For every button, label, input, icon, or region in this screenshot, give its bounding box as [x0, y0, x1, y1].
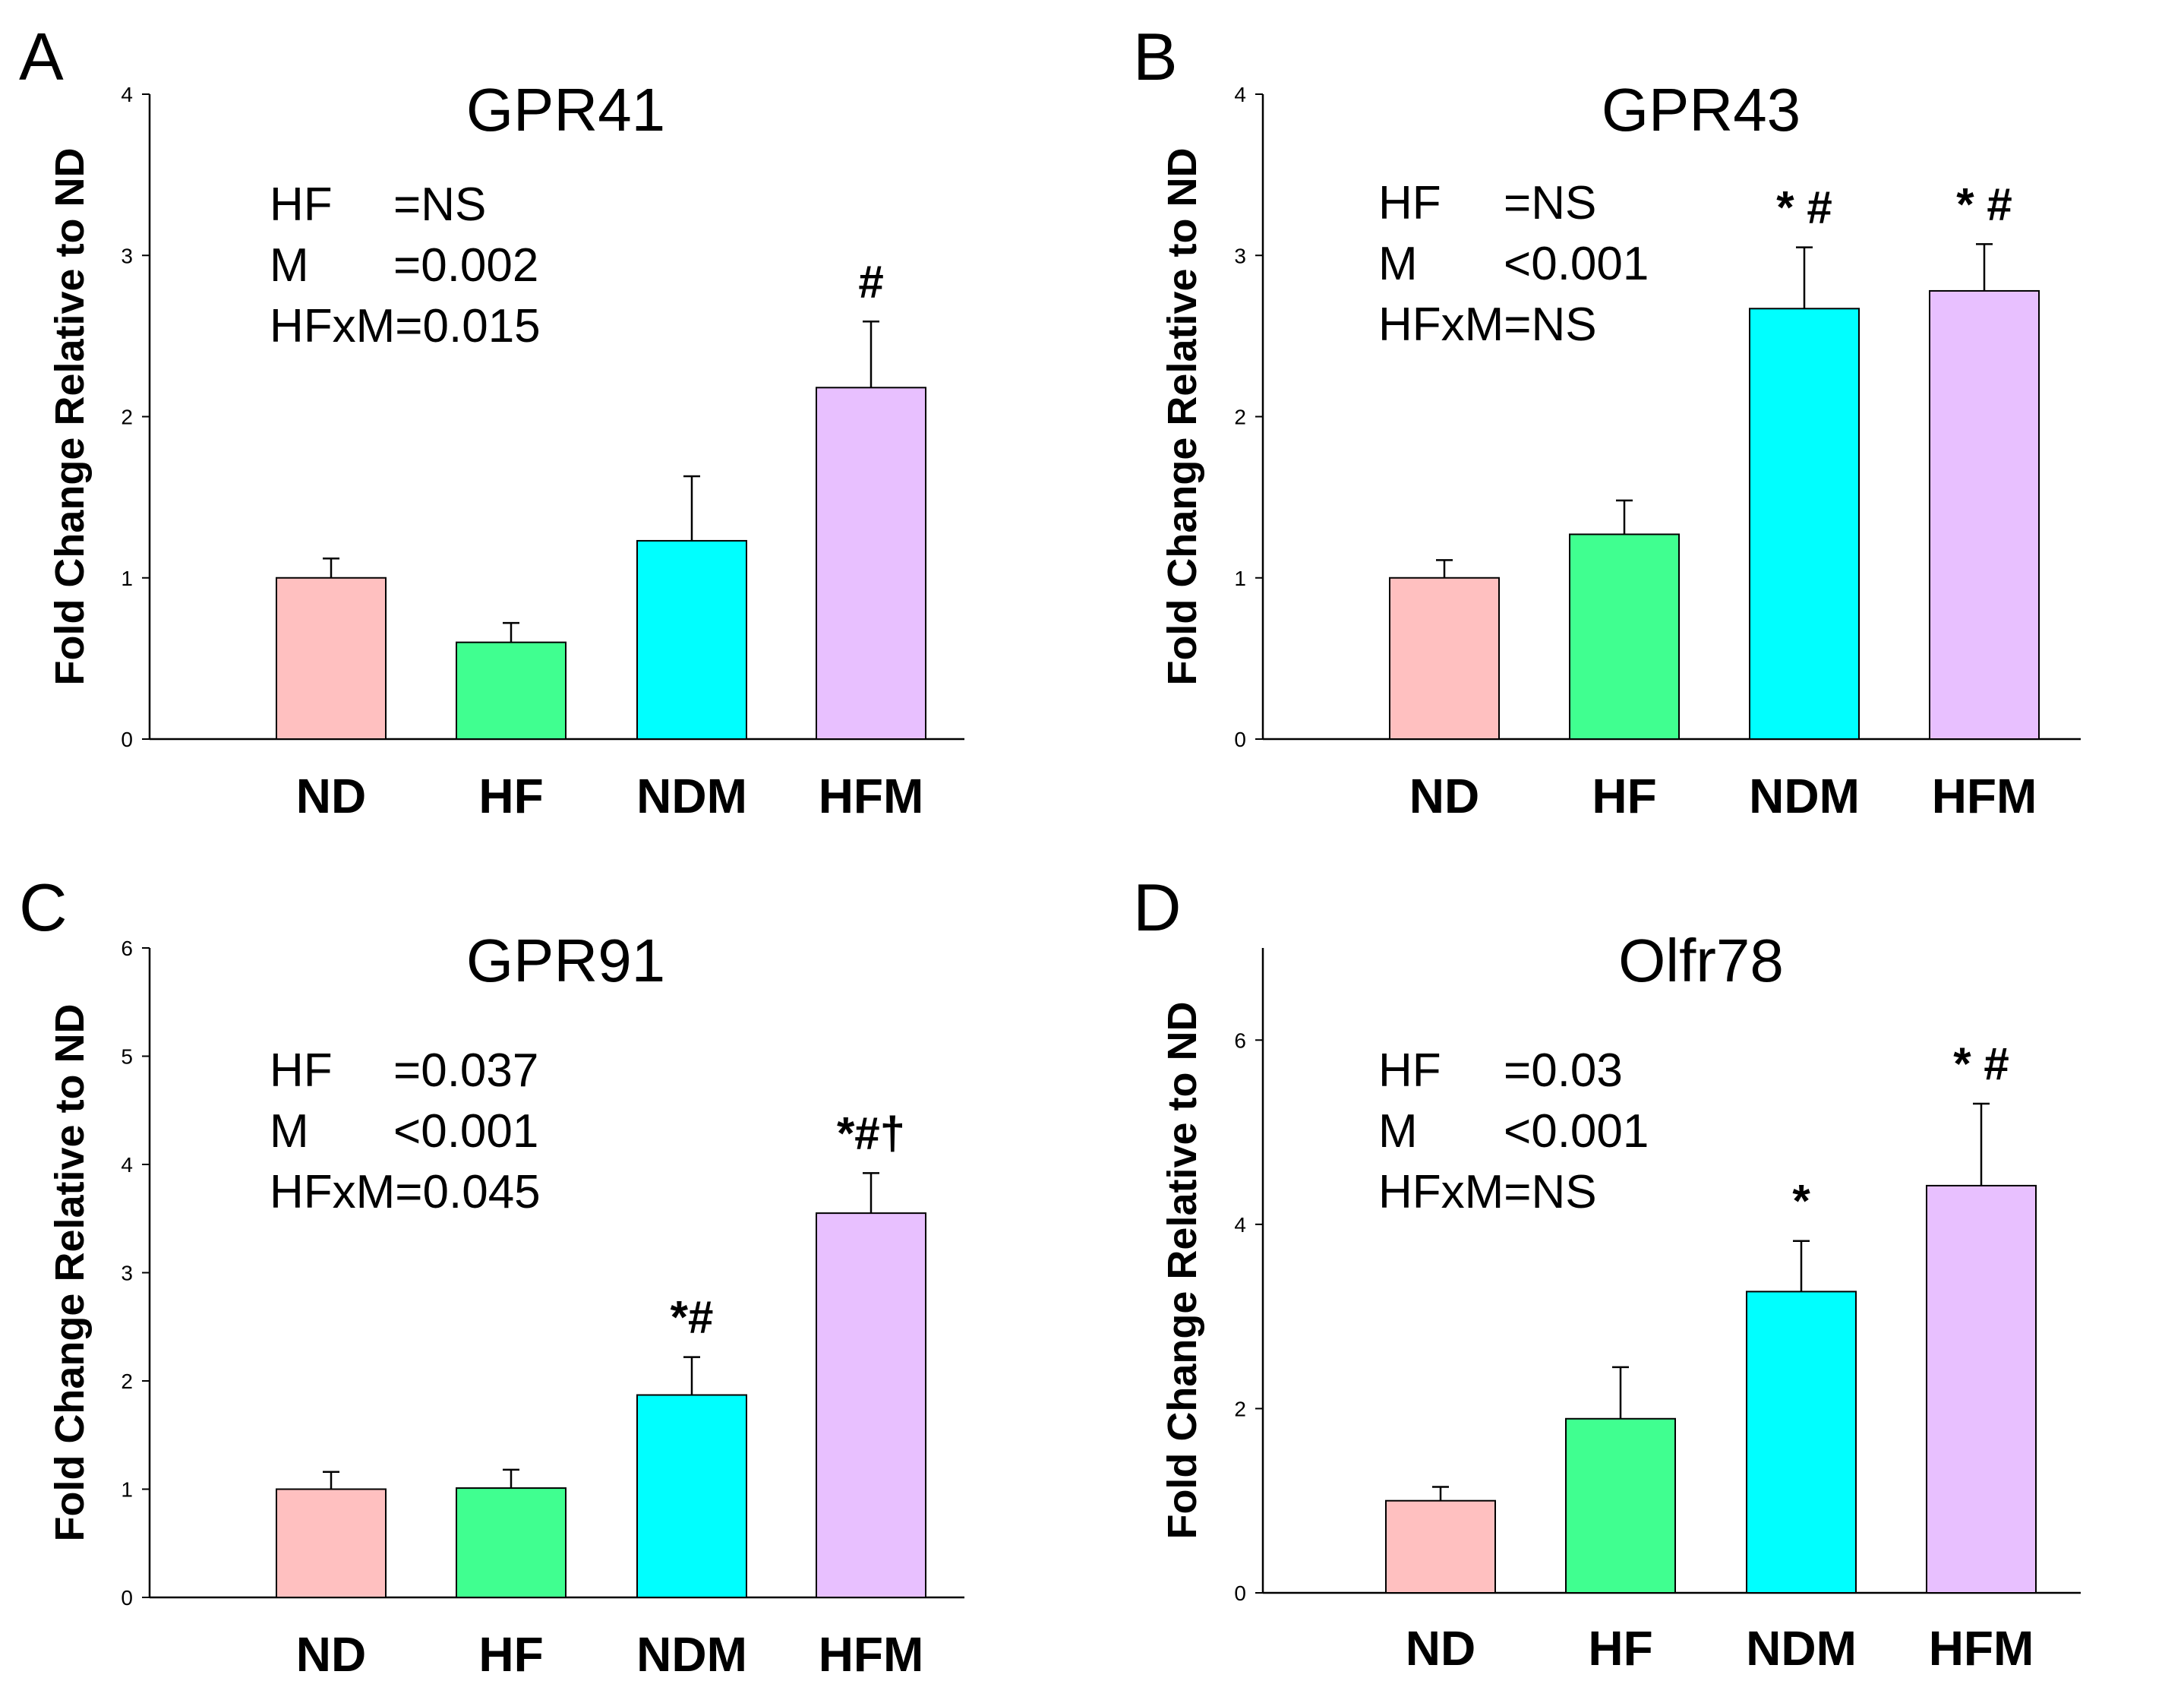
stats-hf-label: HF — [1378, 177, 1441, 229]
y-tick-label: 2 — [1234, 1397, 1246, 1420]
bar-hf — [456, 641, 567, 741]
category-label-hfm: HFM — [819, 769, 924, 823]
significance-hfm: * # — [1956, 179, 2012, 229]
y-axis-label: Fold Change Relative to ND — [47, 1003, 93, 1541]
category-label-nd: ND — [1406, 1621, 1475, 1676]
y-tick-label: 5 — [121, 1045, 133, 1069]
bar-nd — [1389, 577, 1500, 740]
category-label-hf: HF — [1592, 769, 1656, 823]
y-tick-label: 0 — [121, 728, 133, 751]
bar-hfm — [1929, 289, 2040, 740]
stats-hf-value: =0.03 — [1504, 1044, 1623, 1097]
panel-letter: A — [19, 19, 64, 94]
chart-title: GPR43 — [1602, 76, 1801, 144]
y-tick-label: 3 — [121, 1262, 133, 1285]
y-tick-label: 0 — [1234, 1581, 1246, 1605]
bar-hf — [456, 1487, 567, 1598]
category-label-ndm: NDM — [1746, 1621, 1857, 1676]
stats-interaction: HFxM=0.015 — [270, 300, 541, 352]
stats-hf-label: HF — [1378, 1044, 1441, 1097]
chart-panel-c: C GPR91 0 1 2 3 4 5 6 Fold Change Relative to ND H… — [19, 870, 964, 1682]
y-tick-label: 6 — [121, 937, 133, 960]
stats-m-value: <0.001 — [1504, 1105, 1649, 1158]
category-label-hfm: HFM — [1929, 1621, 2034, 1676]
stats-m-value: <0.001 — [393, 1105, 538, 1158]
bar-hf — [1569, 533, 1680, 740]
stats-interaction: HFxM=0.045 — [270, 1166, 541, 1218]
y-tick-label: 1 — [1234, 567, 1246, 590]
significance-ndm: * — [1792, 1176, 1810, 1227]
category-label-ndm: NDM — [636, 1627, 747, 1682]
category-label-ndm: NDM — [1749, 769, 1860, 823]
category-label-hf: HF — [1588, 1621, 1652, 1676]
y-tick-label: 1 — [121, 567, 133, 590]
y-tick-label: 4 — [121, 1153, 133, 1177]
category-label-hf: HF — [478, 769, 543, 823]
stats-hf-label: HF — [270, 179, 333, 231]
y-tick-label: 4 — [121, 83, 133, 106]
stats-interaction: HFxM=NS — [1378, 1166, 1597, 1218]
category-label-hfm: HFM — [1932, 769, 2037, 823]
y-tick-label: 2 — [121, 406, 133, 429]
y-tick-label: 1 — [121, 1478, 133, 1502]
category-label-hfm: HFM — [819, 1627, 924, 1682]
chart-title: Olfr78 — [1618, 927, 1784, 994]
stats-hf-value: =0.037 — [393, 1044, 538, 1097]
bar-ndm — [636, 539, 747, 740]
panel-letter: B — [1133, 19, 1178, 94]
stats-interaction: HFxM=NS — [1378, 299, 1597, 351]
category-label-nd: ND — [296, 1627, 366, 1682]
stats-m-label: M — [1378, 1105, 1418, 1158]
chart-title: GPR41 — [466, 76, 665, 144]
y-axis-label: Fold Change Relative to ND — [1160, 147, 1205, 685]
significance-ndm: *# — [671, 1292, 714, 1343]
panel-letter: D — [1133, 870, 1182, 945]
chart-panel-a: A GPR41 0 1 2 3 4 Fold Change Relative to ND HF =… — [19, 19, 964, 823]
category-label-nd: ND — [296, 769, 366, 823]
y-tick-label: 0 — [1234, 728, 1246, 751]
bar-nd — [276, 577, 387, 740]
stats-m-label: M — [270, 239, 309, 292]
bar-nd — [1385, 1499, 1496, 1594]
category-label-ndm: NDM — [636, 769, 747, 823]
y-tick-label: 0 — [121, 1586, 133, 1610]
y-tick-label: 3 — [121, 244, 133, 267]
bar-hfm — [1926, 1184, 2037, 1594]
chart-panel-b: B GPR43 0 1 2 3 4 Fold Change Relative to ND HF =… — [1133, 19, 2081, 823]
stats-hf-label: HF — [270, 1044, 333, 1097]
stats-hf-value: =NS — [1504, 177, 1596, 229]
chart-panel-d: D Olfr78 0 2 4 6 Fold Change Relative to ND HF =… — [1133, 870, 2081, 1676]
bar-hfm — [816, 1212, 926, 1598]
significance-hfm: # — [858, 256, 883, 307]
bar-nd — [276, 1488, 387, 1598]
bar-hfm — [816, 387, 926, 740]
significance-ndm: * # — [1776, 182, 1832, 233]
bar-hf — [1565, 1417, 1676, 1594]
significance-hfm: *#† — [837, 1107, 905, 1158]
y-tick-label: 2 — [121, 1370, 133, 1393]
y-tick-label: 4 — [1234, 83, 1246, 106]
stats-m-value: <0.001 — [1504, 238, 1649, 290]
panel-letter: C — [19, 870, 68, 945]
bar-ndm — [636, 1394, 747, 1599]
y-tick-label: 3 — [1234, 244, 1246, 267]
y-axis-label: Fold Change Relative to ND — [1160, 1001, 1205, 1539]
stats-m-label: M — [1378, 238, 1418, 290]
category-label-hf: HF — [478, 1627, 543, 1682]
y-tick-label: 2 — [1234, 406, 1246, 429]
y-tick-label: 4 — [1234, 1213, 1246, 1237]
category-label-nd: ND — [1409, 769, 1479, 823]
stats-hf-value: =NS — [393, 179, 486, 231]
stats-m-value: =0.002 — [393, 239, 538, 292]
y-tick-label: 6 — [1234, 1028, 1246, 1052]
chart-title: GPR91 — [466, 927, 665, 994]
significance-hfm: * # — [1953, 1038, 2009, 1089]
stats-m-label: M — [270, 1105, 309, 1158]
bar-ndm — [1746, 1291, 1857, 1594]
y-axis-label: Fold Change Relative to ND — [47, 147, 93, 685]
bar-ndm — [1749, 308, 1860, 741]
